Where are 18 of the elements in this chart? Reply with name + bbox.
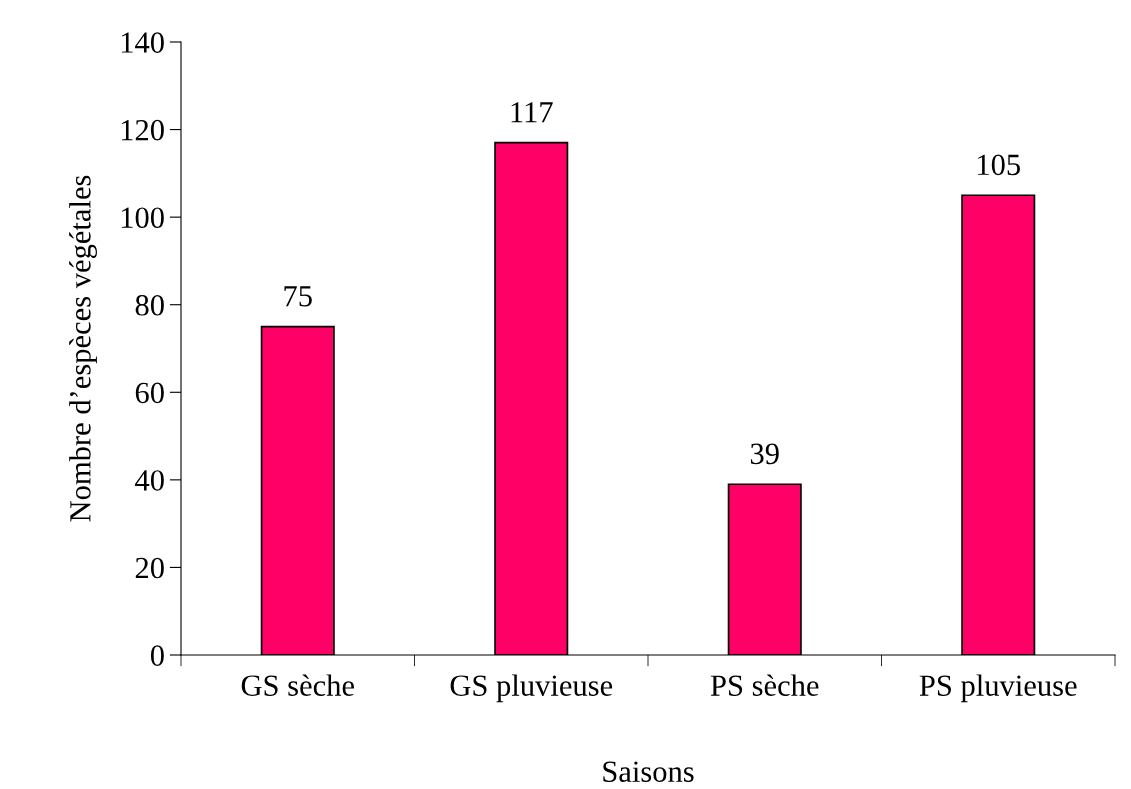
y-tick-label: 80 xyxy=(135,295,164,316)
y-axis-title: Nombre d’espèces végétales xyxy=(69,175,97,522)
y-tick-label: 0 xyxy=(150,645,164,666)
y-tick-label: 100 xyxy=(121,207,164,229)
y-tick-label: 20 xyxy=(135,557,164,579)
data-label: 75 xyxy=(284,286,312,307)
data-label: 117 xyxy=(511,102,553,123)
y-tick-label: 40 xyxy=(135,470,164,491)
data-label: 105 xyxy=(978,154,1020,176)
x-tick-label: GS sèche xyxy=(241,674,354,696)
x-axis-title: Saisons xyxy=(603,761,694,782)
x-tick-label: PS pluvieuse xyxy=(919,674,1077,703)
x-tick-label: PS sèche xyxy=(710,674,819,696)
y-tick-label: 140 xyxy=(121,32,164,53)
data-label: 39 xyxy=(750,443,779,465)
y-tick-label: 60 xyxy=(135,382,164,404)
x-tick-label: GS pluvieuse xyxy=(450,674,613,703)
y-tick-label: 120 xyxy=(121,119,164,141)
